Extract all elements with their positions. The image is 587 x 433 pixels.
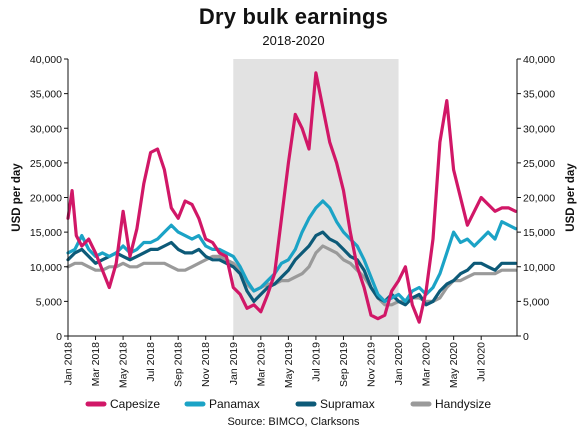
x-tick-label: May 2020	[448, 342, 460, 388]
x-tick-label: Jan 2018	[63, 342, 75, 385]
y-tick-label-right: 25,000	[523, 158, 555, 170]
y-tick-label-left: 40,000	[30, 54, 62, 66]
chart-source: Source: BIMCO, Clarksons	[227, 416, 360, 428]
y-tick-label-left: 30,000	[30, 123, 62, 135]
x-tick-label: Sep 2019	[338, 342, 350, 387]
y-axis-label-left: USD per day	[11, 163, 23, 232]
x-tick-label: Mar 2019	[255, 342, 267, 387]
x-tick-label: May 2019	[283, 342, 295, 388]
y-tick-label-left: 25,000	[30, 158, 62, 170]
chart-subtitle: 2018-2020	[262, 33, 325, 48]
series-line-capesize	[66, 71, 518, 324]
x-tick-label: Jan 2020	[393, 342, 405, 385]
legend-label-handysize: Handysize	[435, 397, 491, 411]
x-tick-label: Mar 2020	[421, 342, 433, 387]
legend-label-supramax: Supramax	[320, 397, 375, 411]
x-tick-label: Nov 2019	[366, 342, 378, 387]
y-tick-label-right: 15,000	[523, 227, 555, 239]
y-tick-label-right: 30,000	[523, 123, 555, 135]
ticks-layer: 0 0 5,000 5,000 10,000 10,000 15,000 15,000 20,0…	[30, 54, 555, 388]
y-tick-label-left: 35,000	[30, 89, 62, 101]
y-tick-label-right: 35,000	[523, 89, 555, 101]
series-layer	[66, 71, 518, 324]
y-tick-label-right: 10,000	[523, 262, 555, 274]
legend-label-panamax: Panamax	[209, 397, 260, 411]
x-tick-label: Jan 2019	[228, 342, 240, 385]
y-tick-label-left: 0	[56, 331, 62, 343]
series-line-panamax	[66, 199, 518, 303]
legend-label-capesize: Capesize	[110, 397, 160, 411]
x-tick-label: Mar 2018	[90, 342, 102, 387]
x-tick-label: Sep 2018	[173, 342, 185, 387]
y-axis-label-right: USD per day	[565, 163, 577, 232]
y-tick-label-left: 5,000	[36, 296, 62, 308]
y-tick-label-left: 20,000	[30, 193, 62, 205]
legend: Capesize Panamax Supramax Handysize	[85, 397, 491, 411]
x-tick-label: Jul 2019	[310, 342, 322, 382]
y-tick-label-left: 10,000	[30, 262, 62, 274]
y-tick-label-right: 0	[523, 331, 529, 343]
x-tick-label: May 2018	[118, 342, 130, 388]
x-tick-label: Jul 2020	[476, 342, 488, 382]
x-tick-label: Nov 2018	[200, 342, 212, 387]
y-tick-label-right: 20,000	[523, 193, 555, 205]
y-tick-label-right: 40,000	[523, 54, 555, 66]
series-line-supramax	[66, 230, 518, 307]
x-tick-label: Jul 2018	[145, 342, 157, 382]
y-tick-label-left: 15,000	[30, 227, 62, 239]
chart-title: Dry bulk earnings	[198, 4, 389, 29]
series-line-handysize	[66, 244, 518, 307]
y-tick-label-right: 5,000	[523, 296, 549, 308]
